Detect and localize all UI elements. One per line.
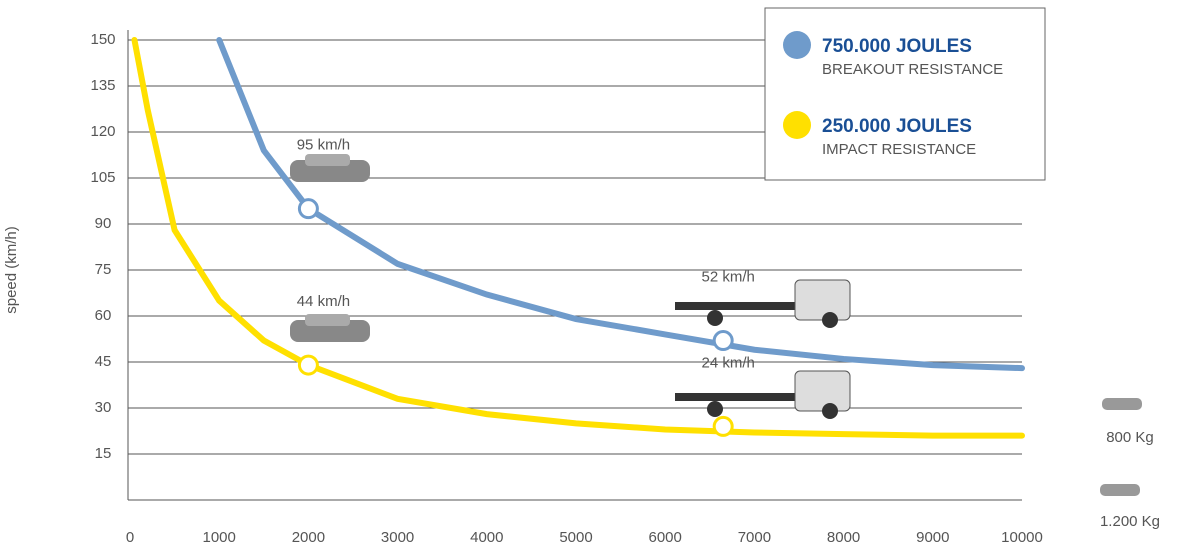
- x-tick-label: 9000: [916, 529, 949, 546]
- y-tick-label: 135: [90, 77, 115, 94]
- legend-swatch: [783, 111, 811, 139]
- y-tick-label: 120: [90, 123, 115, 140]
- y-tick-label: 30: [95, 399, 112, 416]
- x-tick-label: 4000: [470, 529, 503, 546]
- x-tick-label: 5000: [559, 529, 592, 546]
- side-label: 1.200 Kg: [1100, 513, 1160, 530]
- x-tick-label: 7000: [738, 529, 771, 546]
- y-tick-label: 75: [95, 261, 112, 278]
- legend-box: [764, 7, 1046, 181]
- marker: [712, 330, 734, 352]
- x-tick-label: 8000: [827, 529, 860, 546]
- legend-description: BREAKOUT RESISTANCE: [822, 61, 1003, 78]
- legend-swatch: [783, 31, 811, 59]
- y-tick-label: 90: [95, 215, 112, 232]
- marker: [297, 198, 319, 220]
- series-line: [131, 37, 1025, 439]
- marker-label: 24 km/h: [702, 354, 755, 371]
- car-icons: [290, 154, 1142, 496]
- marker-label: 44 km/h: [297, 293, 350, 310]
- marker: [297, 354, 319, 376]
- y-tick-label: 15: [95, 445, 112, 462]
- x-tick-label: 3000: [381, 529, 414, 546]
- marker-label: 95 km/h: [297, 137, 350, 154]
- legend-description: IMPACT RESISTANCE: [822, 141, 976, 158]
- x-tick-label: 1000: [203, 529, 236, 546]
- y-tick-label: 60: [95, 307, 112, 324]
- x-tick-label: 2000: [292, 529, 325, 546]
- y-tick-label: 45: [95, 353, 112, 370]
- series-line: [216, 37, 1025, 372]
- y-tick-label: 105: [90, 169, 115, 186]
- marker-label: 52 km/h: [702, 269, 755, 286]
- marker: [712, 415, 734, 437]
- x-tick-label: 0: [126, 529, 134, 546]
- x-tick-label: 10000: [1001, 529, 1043, 546]
- y-tick-label: 150: [90, 31, 115, 48]
- side-label: 800 Kg: [1106, 429, 1154, 446]
- x-tick-label: 6000: [649, 529, 682, 546]
- y-axis-label: speed (km/h): [3, 226, 20, 314]
- legend-name: 250.000 JOULES: [822, 116, 972, 137]
- legend-name: 750.000 JOULES: [822, 36, 972, 57]
